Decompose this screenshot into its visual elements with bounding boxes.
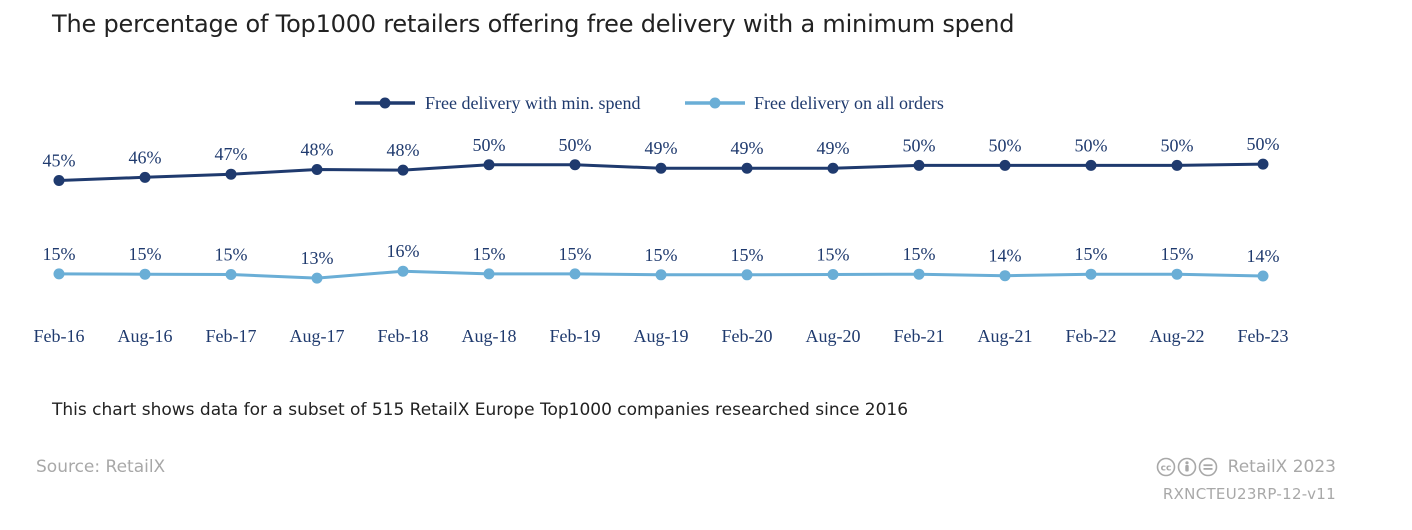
data-point <box>655 162 667 174</box>
data-label: 50% <box>1161 135 1194 155</box>
legend-marker <box>709 97 721 109</box>
data-label: 14% <box>1247 246 1280 266</box>
x-tick-label: Aug-20 <box>806 326 861 346</box>
data-point <box>1171 268 1183 280</box>
x-tick-label: Aug-16 <box>118 326 173 346</box>
brand-text: RetailX 2023 <box>1227 457 1336 477</box>
data-point <box>827 269 839 280</box>
data-point <box>999 270 1011 282</box>
data-label: 15% <box>1161 244 1194 264</box>
data-point <box>139 171 151 183</box>
x-tick-label: Feb-19 <box>550 326 601 346</box>
data-label: 14% <box>989 246 1022 266</box>
data-point <box>139 268 151 280</box>
brand: cc RetailX 2023 <box>1156 457 1336 477</box>
legend-item-0: Free delivery with min. spend <box>355 93 640 113</box>
series-layer: 45% 46% 47% 48% 48% 50% 50% 49% 49% 49% 50% 50% 50% 5… <box>43 134 1280 284</box>
source-text: Source: RetailX <box>36 457 166 477</box>
data-point <box>397 265 409 277</box>
data-label: 15% <box>559 244 592 264</box>
data-point <box>741 269 753 281</box>
data-point <box>999 159 1011 171</box>
cc-icon: cc <box>1156 457 1175 477</box>
legend-label: Free delivery with min. spend <box>425 93 640 113</box>
x-tick-label: Aug-22 <box>1150 326 1205 346</box>
data-point <box>913 159 925 171</box>
data-label: 50% <box>1075 135 1108 155</box>
data-point <box>225 269 237 280</box>
data-label: 15% <box>817 245 850 265</box>
x-tick-label: Feb-23 <box>1238 326 1289 346</box>
data-label: 50% <box>989 135 1022 155</box>
x-tick-label: Aug-17 <box>290 326 345 346</box>
legend: Free delivery with min. spend Free delive… <box>355 93 944 113</box>
data-point <box>311 272 323 284</box>
data-point <box>913 268 925 280</box>
data-label: 47% <box>215 144 248 164</box>
x-tick-label: Feb-16 <box>34 326 85 346</box>
data-point <box>1257 270 1269 282</box>
data-label: 48% <box>387 140 420 160</box>
chart-note: This chart shows data for a subset of 51… <box>52 400 909 420</box>
x-tick-label: Feb-20 <box>722 326 773 346</box>
data-label: 50% <box>903 135 936 155</box>
data-label: 48% <box>301 139 334 159</box>
data-point <box>1085 268 1097 280</box>
data-point <box>655 269 667 281</box>
legend-item-1: Free delivery on all orders <box>685 93 944 113</box>
license-icons: cc <box>1156 457 1218 477</box>
data-point <box>1085 159 1097 171</box>
data-label: 45% <box>43 150 76 170</box>
x-tick-label: Feb-21 <box>894 326 945 346</box>
data-label: 15% <box>731 245 764 265</box>
data-label: 50% <box>559 135 592 155</box>
data-label: 49% <box>817 138 850 158</box>
svg-text:cc: cc <box>1160 464 1171 474</box>
data-point <box>1171 159 1183 171</box>
data-point <box>225 168 237 180</box>
data-label: 15% <box>215 245 248 265</box>
data-point <box>827 162 839 174</box>
data-point <box>53 174 65 186</box>
data-label: 13% <box>301 248 334 268</box>
x-axis: Feb-16 Aug-16 Feb-17 Aug-17 Feb-18 Aug-18 Feb-… <box>34 326 1289 346</box>
data-label: 15% <box>903 244 936 264</box>
x-tick-label: Feb-18 <box>378 326 429 346</box>
x-tick-label: Aug-19 <box>634 326 689 346</box>
legend-marker <box>379 97 391 109</box>
data-label: 46% <box>129 147 162 167</box>
data-label: 49% <box>731 138 764 158</box>
data-point <box>397 164 409 176</box>
data-point <box>311 163 323 175</box>
data-label: 15% <box>129 244 162 264</box>
data-label: 15% <box>473 244 506 264</box>
x-tick-label: Feb-17 <box>206 326 257 346</box>
data-point <box>569 268 581 280</box>
data-point <box>483 268 495 280</box>
series-1: 15% 15% 15% 13% 16% 15% 15% 15% 15% 15% 15% 14% 15% 1… <box>43 241 1280 284</box>
chart-title: The percentage of Top1000 retailers offe… <box>52 10 1015 38</box>
x-tick-label: Feb-22 <box>1066 326 1117 346</box>
data-label: 15% <box>43 244 76 264</box>
line-chart: Free delivery with min. spend Free delive… <box>34 93 1289 346</box>
data-label: 16% <box>387 241 420 261</box>
by-icon <box>1177 457 1196 477</box>
data-point <box>569 159 581 171</box>
data-label: 15% <box>645 245 678 265</box>
data-label: 50% <box>473 135 506 155</box>
data-label: 50% <box>1247 134 1280 154</box>
data-label: 49% <box>645 138 678 158</box>
x-tick-label: Aug-21 <box>978 326 1033 346</box>
report-code: RXNCTEU23RP-12-v11 <box>1162 485 1336 503</box>
legend-label: Free delivery on all orders <box>754 93 944 113</box>
nd-icon <box>1198 457 1217 477</box>
data-point <box>1257 158 1269 170</box>
data-point <box>483 159 495 171</box>
series-0: 45% 46% 47% 48% 48% 50% 50% 49% 49% 49% 50% 50% 50% 5… <box>43 134 1280 186</box>
data-point <box>741 162 753 174</box>
data-label: 15% <box>1075 244 1108 264</box>
data-point <box>53 268 65 280</box>
x-tick-label: Aug-18 <box>462 326 517 346</box>
